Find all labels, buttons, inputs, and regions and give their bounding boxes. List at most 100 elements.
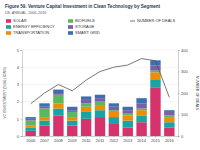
bar <box>164 127 174 136</box>
tick: 2014 <box>137 136 147 143</box>
chart: Figure 59. Venture Capital Investment in… <box>0 0 200 150</box>
tick: 2010 <box>82 136 92 143</box>
tick-mark <box>21 119 23 120</box>
bar <box>109 110 119 112</box>
bar <box>39 121 49 126</box>
tick-label: 2014 <box>137 138 147 143</box>
grid-line <box>22 50 178 51</box>
bar <box>67 110 77 112</box>
bar <box>81 119 91 136</box>
bar <box>136 110 146 115</box>
tick: 2007 <box>40 136 50 143</box>
y2-axis: 0100200300400 <box>178 48 188 139</box>
bar <box>25 119 35 121</box>
tick: 2013 <box>123 136 133 143</box>
tick-label: 2009 <box>68 138 78 143</box>
axis-line <box>21 51 23 137</box>
legend-swatch <box>68 19 73 23</box>
axis-line <box>179 51 180 137</box>
bar <box>164 122 174 127</box>
tick-label: 2007 <box>40 138 50 143</box>
legend-label: ENERGY EFFICIENCY <box>13 24 55 29</box>
bar <box>95 105 105 110</box>
legend-swatch <box>6 25 11 29</box>
tick-label: 400 <box>181 48 188 53</box>
tick-label: 4 <box>17 65 20 70</box>
tick-label: 200 <box>181 91 188 96</box>
bar <box>136 98 146 103</box>
tick-mark <box>178 93 180 94</box>
bar <box>123 107 133 110</box>
y-axis: 012345 <box>17 48 23 139</box>
bar <box>81 96 91 99</box>
bar <box>123 121 133 128</box>
bar <box>95 110 105 117</box>
bar <box>25 117 35 119</box>
tick-mark <box>178 136 180 137</box>
tick-label: 100 <box>181 112 188 117</box>
tick: 2015 <box>151 136 161 143</box>
bar <box>67 117 77 120</box>
bar <box>39 126 49 136</box>
bar <box>136 122 146 136</box>
bar <box>95 98 105 101</box>
bar <box>67 121 77 126</box>
tick: 0 <box>178 134 184 139</box>
tick-label: 0 <box>17 134 20 139</box>
tick: 2 <box>17 99 22 104</box>
bar <box>53 103 63 108</box>
legend-swatch <box>6 19 11 23</box>
bar <box>39 107 49 109</box>
tick: 2008 <box>54 136 64 143</box>
tick: 5 <box>17 48 22 53</box>
bar <box>95 102 105 105</box>
bar <box>123 114 133 116</box>
bar <box>164 112 174 115</box>
tick-mark <box>178 50 180 51</box>
grid <box>22 50 178 136</box>
bar <box>123 127 133 136</box>
bar <box>150 79 160 88</box>
tick-label: 2008 <box>54 138 64 143</box>
tick-label: 0 <box>181 134 184 139</box>
bar <box>136 108 146 110</box>
plot-area <box>25 59 174 136</box>
bar <box>95 95 105 98</box>
bar <box>136 115 146 122</box>
bar <box>164 115 174 117</box>
bar <box>53 108 63 115</box>
bar <box>81 100 91 103</box>
bar <box>109 103 119 106</box>
bar <box>53 93 63 95</box>
bar <box>53 90 63 93</box>
tick-mark <box>178 115 180 116</box>
tick: 2006 <box>26 136 36 143</box>
tick-mark <box>21 102 23 103</box>
tick-label: 2011 <box>96 138 105 143</box>
tick: 100 <box>178 112 188 117</box>
tick-label: 2016 <box>165 138 175 143</box>
bar <box>109 107 119 110</box>
legend-label: BIOFUELS <box>75 18 95 23</box>
legend-swatch <box>68 31 73 35</box>
bar <box>25 126 35 128</box>
tick: 2012 <box>109 136 119 143</box>
tick-label: 2015 <box>151 138 161 143</box>
tick-label: 1 <box>17 117 20 122</box>
legend: SOLARENERGY EFFICIENCYTRANSPORTATIONBIOF… <box>6 18 176 35</box>
tick-label: 2013 <box>123 138 133 143</box>
legend-label: STORAGE <box>75 24 95 29</box>
axis-title: NUMBER OF DEALS <box>195 76 199 111</box>
bar <box>67 107 77 110</box>
bar <box>53 115 63 136</box>
bar <box>67 126 77 136</box>
legend-label: TRANSPORTATION <box>13 30 49 35</box>
bar <box>81 107 91 112</box>
tick: 1 <box>17 117 22 122</box>
tick: 2009 <box>68 136 78 143</box>
bar <box>109 117 119 124</box>
bar <box>95 117 105 136</box>
tick-label: 2006 <box>26 138 36 143</box>
tick-label: 2012 <box>109 138 119 143</box>
bar <box>136 103 146 108</box>
